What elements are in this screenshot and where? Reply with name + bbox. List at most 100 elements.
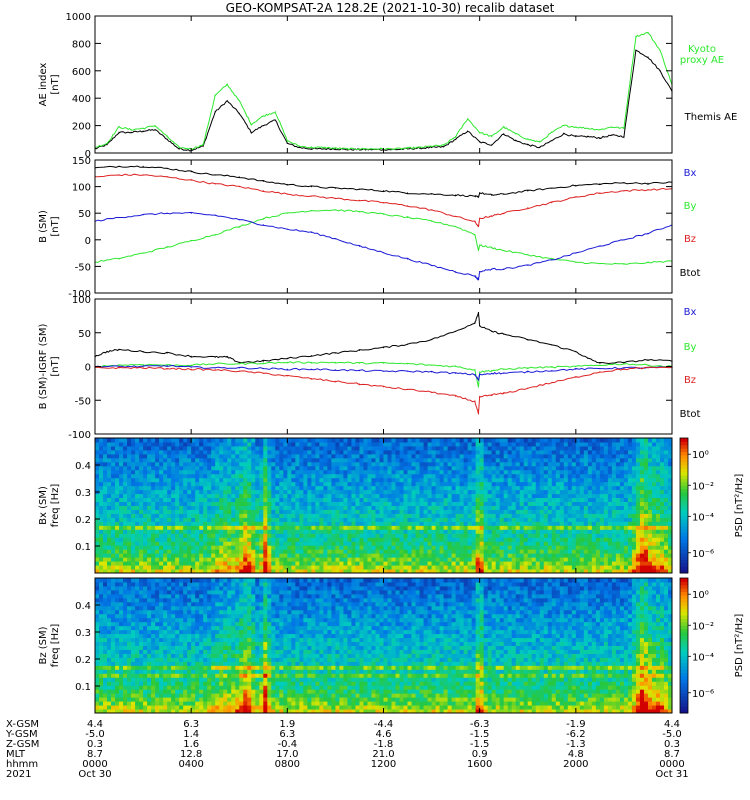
spectrogram-cell: [595, 438, 601, 443]
spectrogram-cell: [267, 545, 272, 550]
spectrogram-cell: [555, 469, 561, 475]
spectrogram-cell: [207, 461, 212, 467]
spectrogram-cell: [419, 457, 425, 463]
spectrogram-cell: [303, 453, 308, 459]
spectrogram-cell: [599, 445, 605, 451]
spectrogram-cell: [187, 497, 192, 503]
spectrogram-cell: [339, 493, 344, 499]
spectrogram-cell: [123, 461, 128, 467]
spectrogram-cell: [167, 461, 172, 467]
spectrogram-cell: [359, 453, 364, 459]
spectrogram-cell: [95, 465, 100, 471]
spectrogram-cell: [587, 553, 593, 558]
data-point: [587, 357, 589, 359]
spectrogram-cell: [603, 553, 609, 558]
spectrogram-cell: [95, 513, 100, 518]
spectrogram-cell: [115, 473, 120, 479]
spectrogram-cell: [403, 438, 409, 443]
data-point: [286, 228, 288, 230]
spectrogram-cell: [167, 533, 172, 538]
spectrogram-cell: [187, 461, 192, 467]
spectrogram-cell: [259, 553, 264, 558]
spectrogram-cell: [267, 449, 272, 455]
spectrogram-cell: [587, 509, 593, 514]
data-point: [587, 127, 589, 129]
spectrogram-cell: [439, 445, 445, 451]
spectrogram-cell: [407, 461, 413, 467]
spectrogram-cell: [471, 533, 477, 538]
spectrogram-cell: [491, 493, 497, 499]
spectrogram-cell: [191, 505, 196, 510]
spectrogram-cell: [219, 489, 224, 495]
spectrogram-cell: [275, 438, 280, 443]
data-point: [431, 146, 433, 149]
spectrogram-cell: [191, 521, 196, 526]
spectrogram-cell: [499, 509, 505, 514]
spectrogram-cell: [619, 473, 625, 479]
spectrogram-cell: [327, 453, 332, 459]
spectrogram-cell: [539, 461, 545, 467]
spectrogram-cell: [103, 509, 108, 514]
spectrogram-cell: [479, 565, 485, 570]
spectrogram-cell: [191, 537, 196, 542]
spectrogram-cell: [279, 513, 284, 518]
spectrogram-cell: [163, 513, 168, 518]
spectrogram-cell: [303, 457, 308, 463]
spectrogram-cell: [267, 517, 272, 522]
spectrogram-cell: [207, 449, 212, 455]
spectrogram-cell: [599, 465, 605, 471]
spectrogram-cell: [459, 449, 465, 455]
spectrogram-cell: [311, 529, 316, 534]
spectrogram-cell: [607, 549, 613, 554]
spectrogram-cell: [295, 461, 300, 467]
data-point: [358, 362, 361, 364]
spectrogram-cell: [151, 513, 156, 518]
spectrogram-cell: [611, 529, 617, 534]
spectrogram-cell: [323, 477, 328, 483]
spectrogram-cell: [311, 438, 316, 443]
spectrogram-cell: [163, 529, 168, 534]
spectrogram-cell: [235, 481, 240, 487]
spectrogram-cell: [439, 485, 445, 491]
spectrogram-cell: [439, 438, 445, 443]
spectrogram-cell: [515, 557, 521, 562]
spectrogram-cell: [479, 521, 485, 526]
spectrogram-cell: [619, 445, 625, 451]
spectrogram-cell: [391, 513, 397, 518]
spectrogram-cell: [523, 501, 529, 506]
spectrogram-cell: [591, 501, 597, 506]
spectrogram-cell: [579, 501, 585, 506]
spectrogram-cell: [515, 438, 521, 443]
spectrogram-cell: [339, 509, 344, 514]
data-point: [477, 279, 480, 281]
spectrogram-cell: [571, 465, 577, 471]
spectrogram-cell: [199, 485, 204, 491]
spectrogram-cell: [327, 449, 332, 455]
spectrogram-cell: [379, 513, 384, 518]
spectrogram-cell: [315, 445, 320, 451]
spectrogram-cell: [207, 445, 212, 451]
data-point: [358, 188, 361, 190]
spectrogram-cell: [303, 469, 308, 475]
spectrogram-cell: [235, 441, 240, 447]
spectrogram-cell: [235, 545, 240, 550]
spectrogram-cell: [291, 449, 296, 455]
spectrogram-cell: [511, 525, 517, 530]
spectrogram-cell: [195, 505, 200, 510]
spectrogram-cell: [163, 545, 168, 550]
legend-entry: proxy AE: [680, 55, 724, 66]
spectrogram-cell: [155, 537, 160, 542]
spectrogram-cell: [523, 453, 529, 459]
spectrogram-cell: [315, 537, 320, 542]
data-point: [238, 219, 240, 221]
spectrogram-cell: [167, 537, 172, 542]
spectrogram-cell: [99, 545, 104, 550]
spectrogram-cell: [467, 549, 473, 554]
spectrogram-cell: [615, 441, 621, 447]
spectrogram-cell: [327, 465, 332, 471]
spectrogram-cell: [215, 565, 220, 570]
spectrogram-cell: [435, 485, 441, 491]
spectrogram-cell: [439, 465, 445, 471]
spectrogram-cell: [363, 545, 368, 550]
spectrogram-cell: [115, 549, 120, 554]
